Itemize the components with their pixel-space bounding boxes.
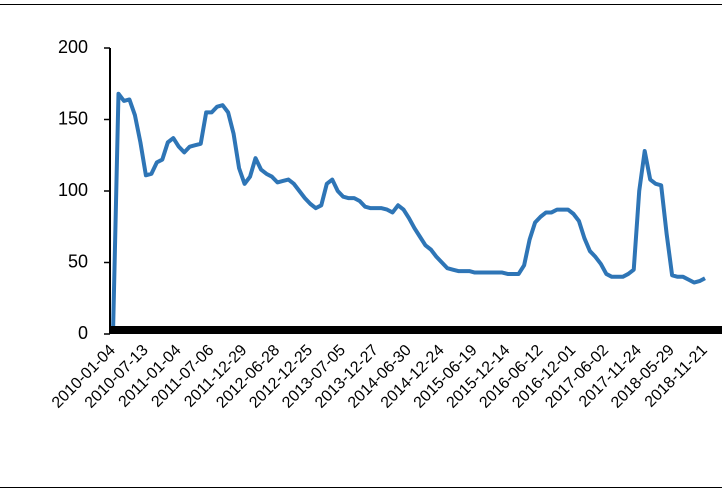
y-tick-label: 50: [68, 251, 88, 271]
y-tick-label: 150: [58, 108, 88, 128]
y-tick-label: 200: [58, 37, 88, 57]
y-tick-label: 0: [78, 323, 88, 343]
data-line: [111, 91, 706, 335]
y-tick-label: 100: [58, 180, 88, 200]
